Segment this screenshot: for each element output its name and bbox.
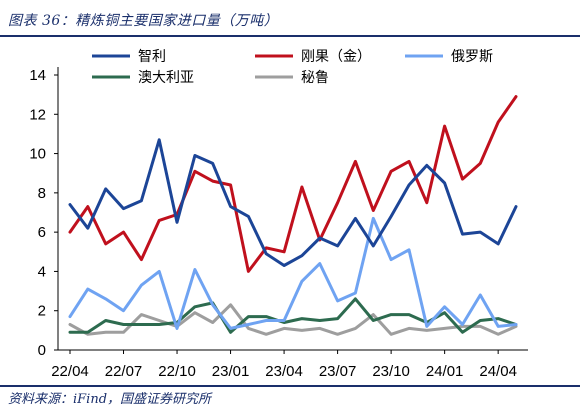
title-rule: [0, 35, 580, 37]
x-tick-label: 24/01: [426, 363, 464, 380]
x-tick-label: 23/07: [319, 363, 357, 380]
y-tick-label: 14: [29, 67, 46, 84]
source-rule: [0, 385, 580, 387]
series-line-1: [68, 95, 518, 273]
legend-label: 刚果（金）: [301, 49, 371, 65]
y-tick-label: 8: [38, 185, 46, 202]
y-tick-label: 0: [38, 342, 46, 359]
y-tick-label: 12: [29, 106, 46, 123]
series-line-2: [68, 216, 518, 330]
x-tick-label: 24/04: [479, 363, 517, 380]
x-tick-label: 22/10: [158, 363, 196, 380]
series-line-0: [68, 138, 518, 267]
y-tick-label: 4: [38, 263, 46, 280]
legend-label: 秘鲁: [301, 70, 329, 86]
x-tick-label: 23/01: [212, 363, 250, 380]
y-tick-label: 6: [38, 224, 46, 241]
y-tick-label: 2: [38, 303, 46, 320]
legend-label: 澳大利亚: [138, 70, 194, 86]
x-tick-label: 22/04: [51, 363, 89, 380]
figure-title: 图表 36：精炼铜主要国家进口量（万吨）: [8, 13, 279, 29]
series-line-4: [68, 303, 518, 336]
legend-label: 智利: [138, 49, 166, 65]
y-tick-label: 10: [29, 146, 46, 163]
source-note: 资料来源：iFind，国盛证券研究所: [8, 392, 212, 407]
x-tick-label: 22/07: [105, 363, 143, 380]
x-tick-label: 23/10: [372, 363, 410, 380]
x-tick-label: 23/04: [265, 363, 303, 380]
legend-label: 俄罗斯: [451, 49, 493, 65]
series-line-3: [68, 297, 518, 334]
